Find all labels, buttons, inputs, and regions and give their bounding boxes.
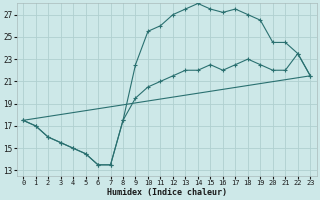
X-axis label: Humidex (Indice chaleur): Humidex (Indice chaleur) — [107, 188, 227, 197]
